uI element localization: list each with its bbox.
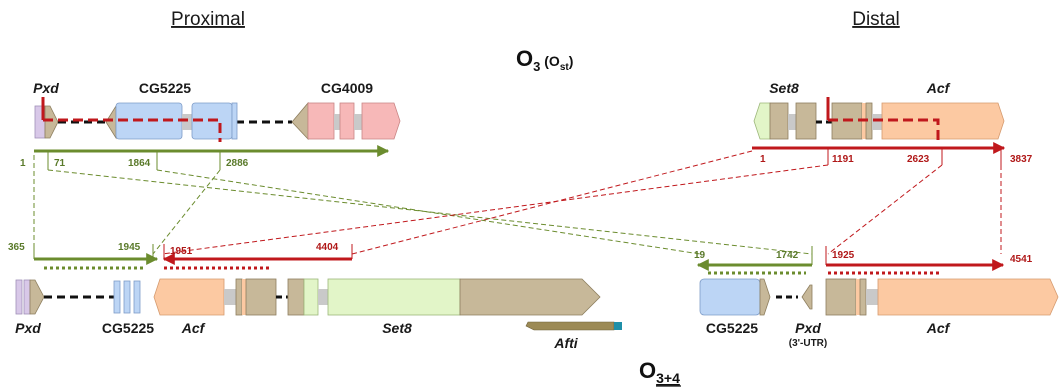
pxd-utr-label: (3'-UTR) [789,338,827,349]
acf-bottom-right-box [877,278,1059,316]
cg5225-bottom-label: CG5225 [102,320,154,336]
acf-top-box [881,102,1005,140]
br-coord-1742: 1742 [776,250,799,261]
acf-bottom-right-label: Acf [926,320,951,336]
pxd-utr-arrow [801,284,813,310]
cg4009-exon1 [307,102,335,140]
cg4009-exon2 [339,102,355,140]
top-right-gene-track: Set8 Acf 1 1191 2623 3837 [752,80,1033,165]
br-coord-4541: 4541 [1010,254,1033,265]
br-coord-19: 19 [694,250,706,261]
pxd-bottom-label: Pxd [15,320,41,336]
bl-coord-365: 365 [8,242,25,253]
afti-label: Afti [553,335,578,351]
cg4009-head [291,101,309,141]
acf-bottom-label: Acf [181,320,206,336]
cg5225-bottom-right-box [699,278,761,316]
br-coord-1925: 1925 [832,250,855,261]
prox-coord-1: 1 [20,158,26,169]
top-left-gene-track: Pxd CG5225 CG4009 1 71 1864 2886 [20,80,401,170]
set8-top-label: Set8 [769,80,799,96]
dist-coord-1: 1 [760,154,766,165]
bl-coord-4404: 4404 [316,242,339,253]
acf-top-label: Acf [926,80,951,96]
bl-coord-1951: 1951 [170,246,193,257]
svg-text:O3 (Ost): O3 (Ost) [516,46,573,74]
prox-coord-71: 71 [54,158,66,169]
dist-coord-3837: 3837 [1010,154,1033,165]
pxd-bottom-right-label: Pxd [795,320,821,336]
prox-coord-1864: 1864 [128,158,151,169]
set8-top-box [753,102,771,140]
distal-header: Distal [852,9,900,30]
bl-coord-1945: 1945 [118,242,141,253]
svg-text:O3+4: O3+4 [639,358,680,386]
cg4009-label: CG4009 [321,80,373,96]
cg4009-exon3 [361,102,401,140]
pxd-top-label: Pxd [33,80,59,96]
dist-coord-2623: 2623 [907,154,930,165]
afti-box [525,321,615,331]
cg5225-bottom-right-label: CG5225 [706,320,758,336]
prox-coord-2886: 2886 [226,158,249,169]
cg5225-top-label: CG5225 [139,80,191,96]
dist-coord-1191: 1191 [832,154,854,165]
cg5225-top-head [105,104,117,140]
o34-title: O3+4 [639,358,681,387]
o3-title: O3 (Ost) [516,46,573,74]
rearrangement-connectors [33,150,1002,255]
acf-bottom-box [153,278,225,316]
set8-bottom-label: Set8 [382,320,412,336]
bottom-left-gene-track: 365 1945 1951 4404 P [8,242,622,351]
bottom-right-gene-track: 19 1742 1925 4541 CG5225 Pxd (3'-UTR) Ac… [694,246,1059,349]
pxd-top-arrow [44,105,59,139]
proximal-header: Proximal [171,9,245,30]
pxd-bottom-arrow [29,279,45,315]
set8-bottom-box [327,278,461,316]
